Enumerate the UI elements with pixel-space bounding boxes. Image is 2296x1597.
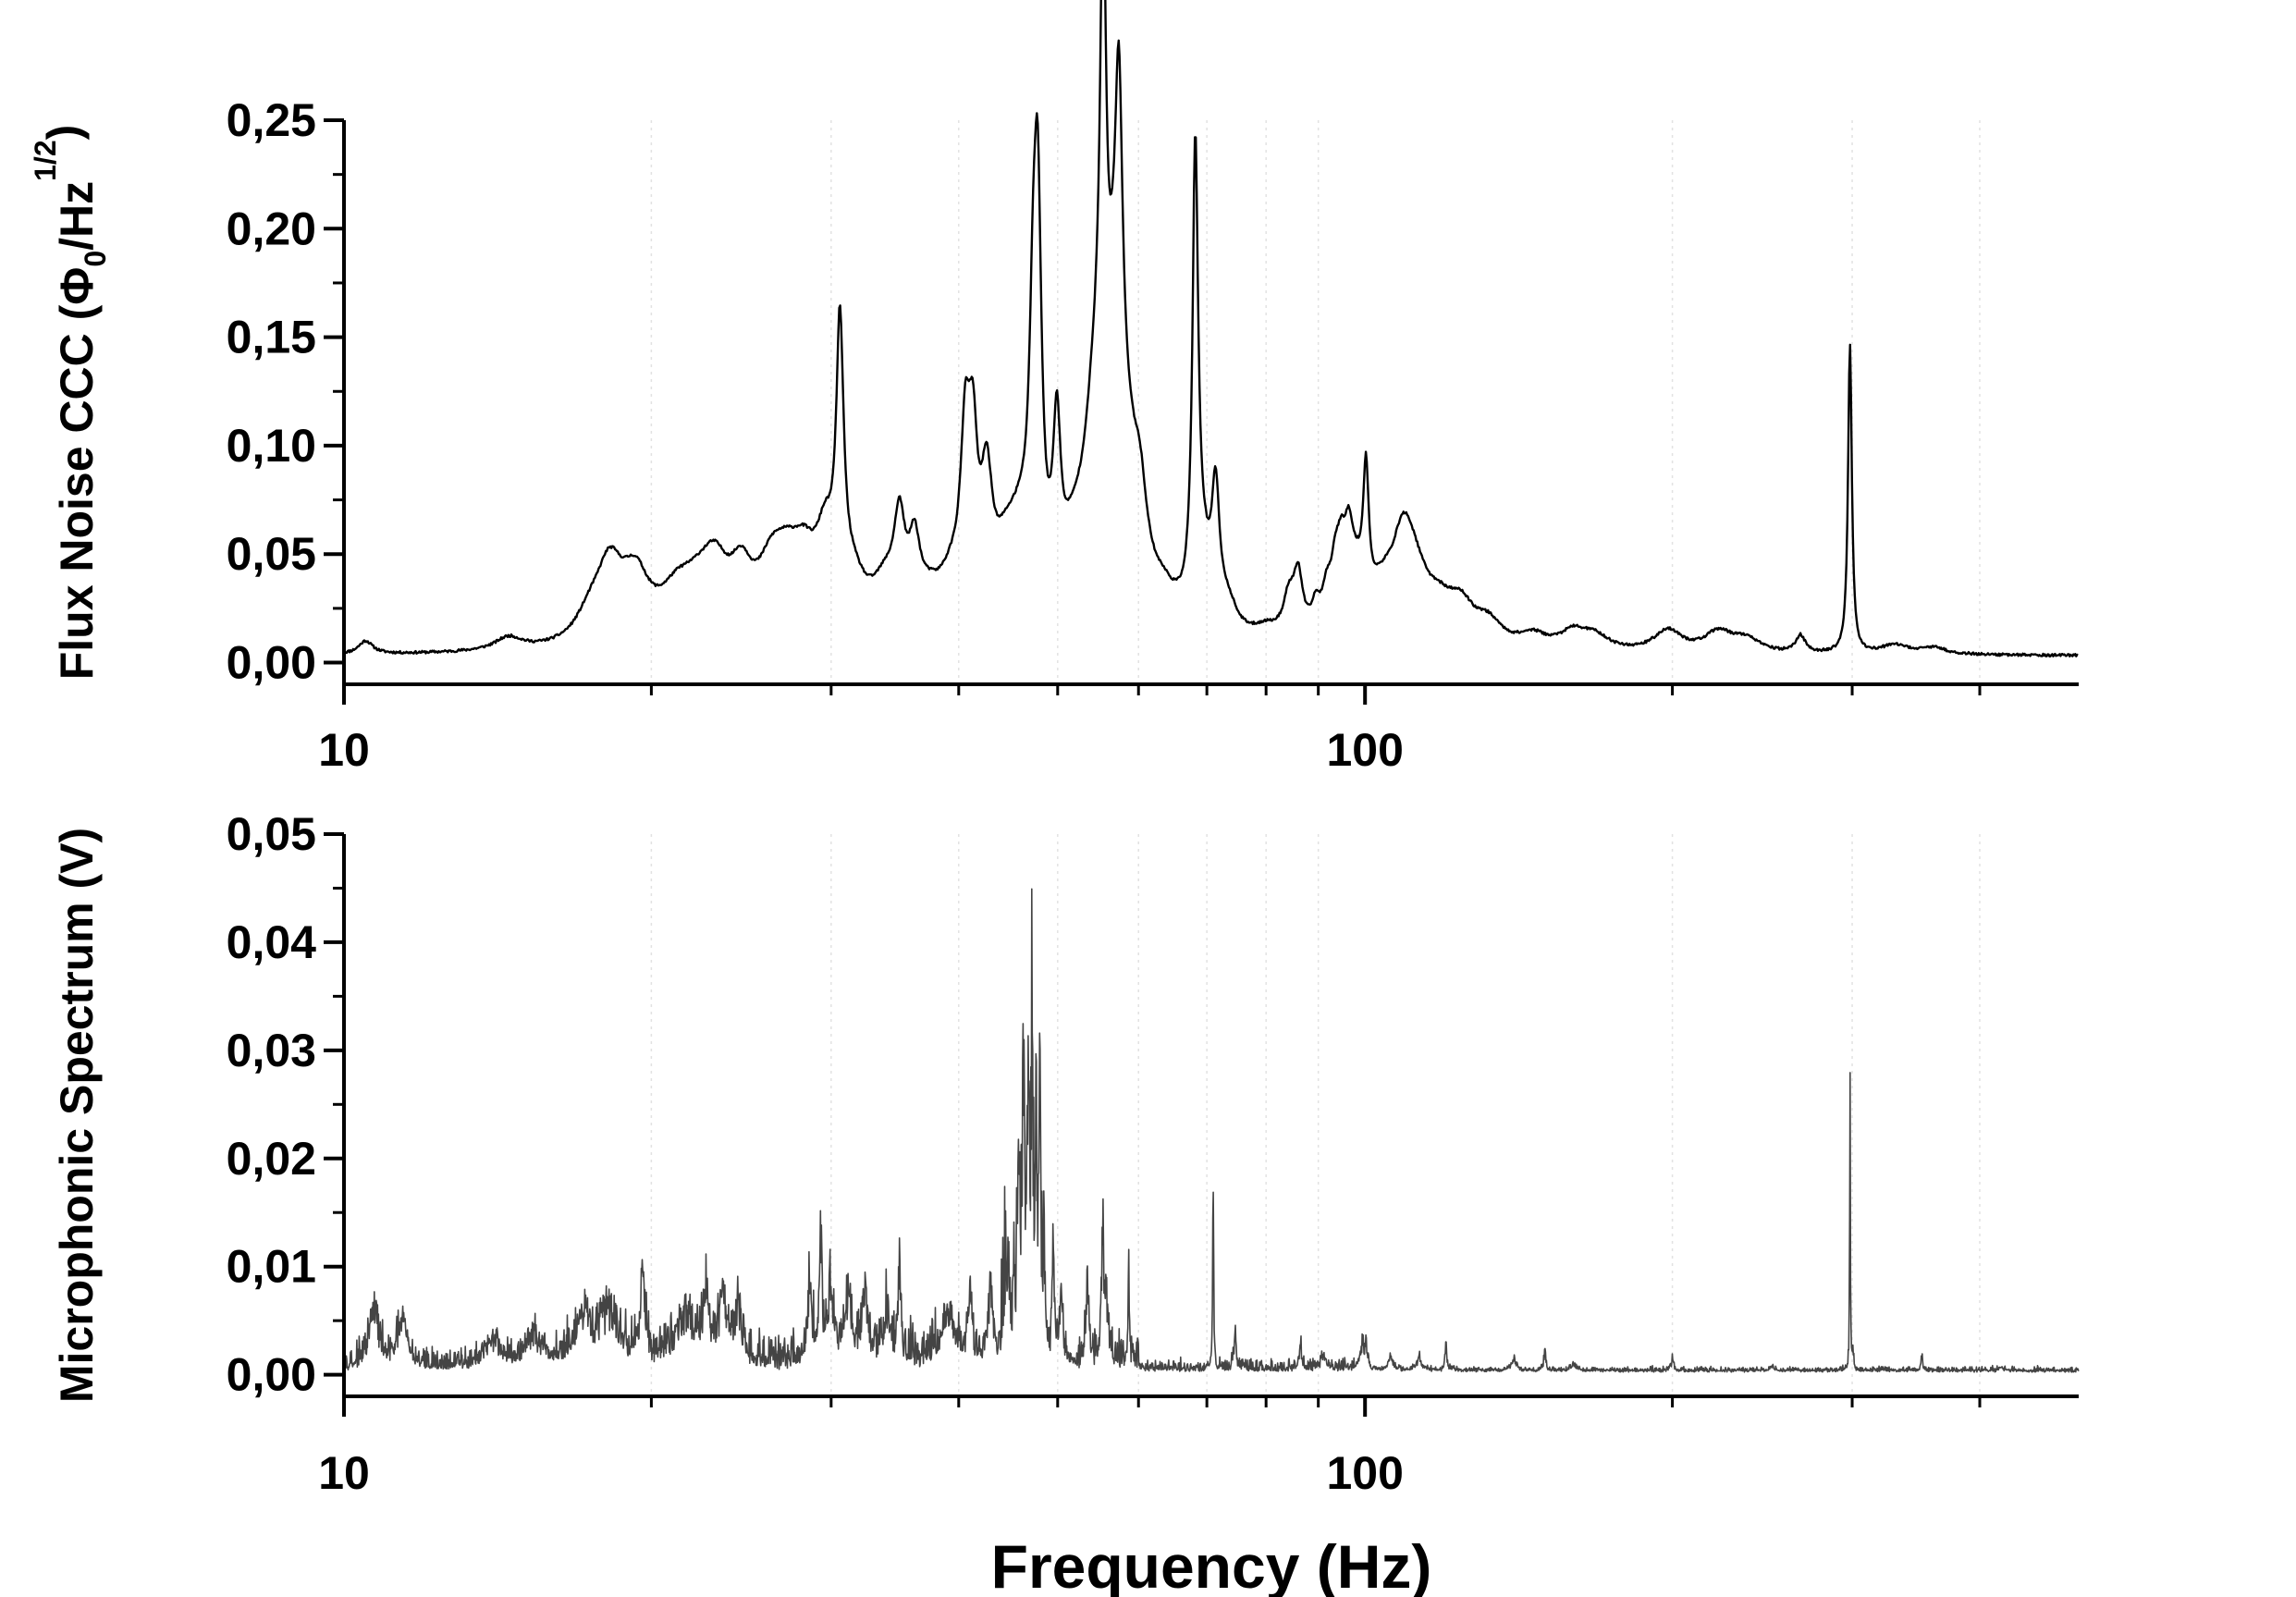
y-axis-title-part: Φ <box>51 267 103 305</box>
y-tick-label: 0,05 <box>227 528 316 580</box>
x-tick-label: 10 <box>318 724 370 776</box>
y-tick-label: 0,00 <box>227 1349 316 1401</box>
y-axis-title-sup: 1/2 <box>29 140 62 180</box>
y-axis-title-part: Flux Noise CCC ( <box>51 304 103 680</box>
y-tick-label: 0,01 <box>227 1241 316 1293</box>
x-tick-label: 100 <box>1326 1447 1403 1499</box>
y-axis-title-part: ) <box>38 125 90 141</box>
y-axis-title: Microphonic Spectrum (V) <box>51 828 103 1403</box>
y-tick-label: 0,15 <box>227 312 316 363</box>
y-axis-title: Flux Noise CCC (Φ0/Hz1/2) <box>29 125 112 681</box>
x-tick-label: 100 <box>1326 724 1403 776</box>
y-axis-title-sub: 0 <box>79 251 112 267</box>
y-tick-label: 0,25 <box>227 94 316 146</box>
y-tick-label: 0,02 <box>227 1133 316 1185</box>
y-tick-label: 0,00 <box>227 637 316 689</box>
y-tick-label: 0,10 <box>227 420 316 472</box>
x-axis-title: Frequency (Hz) <box>991 1532 1432 1597</box>
y-tick-label: 0,04 <box>227 916 317 968</box>
flux-noise-panel: 0,00 0,05 0,10 0,15 0,20 0,25 10 100 Flux Noise … <box>29 0 2079 776</box>
x-tick-label: 10 <box>318 1447 370 1499</box>
spectrum-line <box>343 888 2080 1373</box>
spectrum-line <box>343 0 2079 657</box>
microphonic-panel: 0,00 0,01 0,02 0,03 0,04 0,05 10 100 Microphonic… <box>51 808 2080 1499</box>
y-tick-label: 0,20 <box>227 203 316 254</box>
y-tick-label: 0,03 <box>227 1025 316 1076</box>
y-axis-title-part: /Hz <box>51 181 103 251</box>
y-tick-label: 0,05 <box>227 808 316 860</box>
